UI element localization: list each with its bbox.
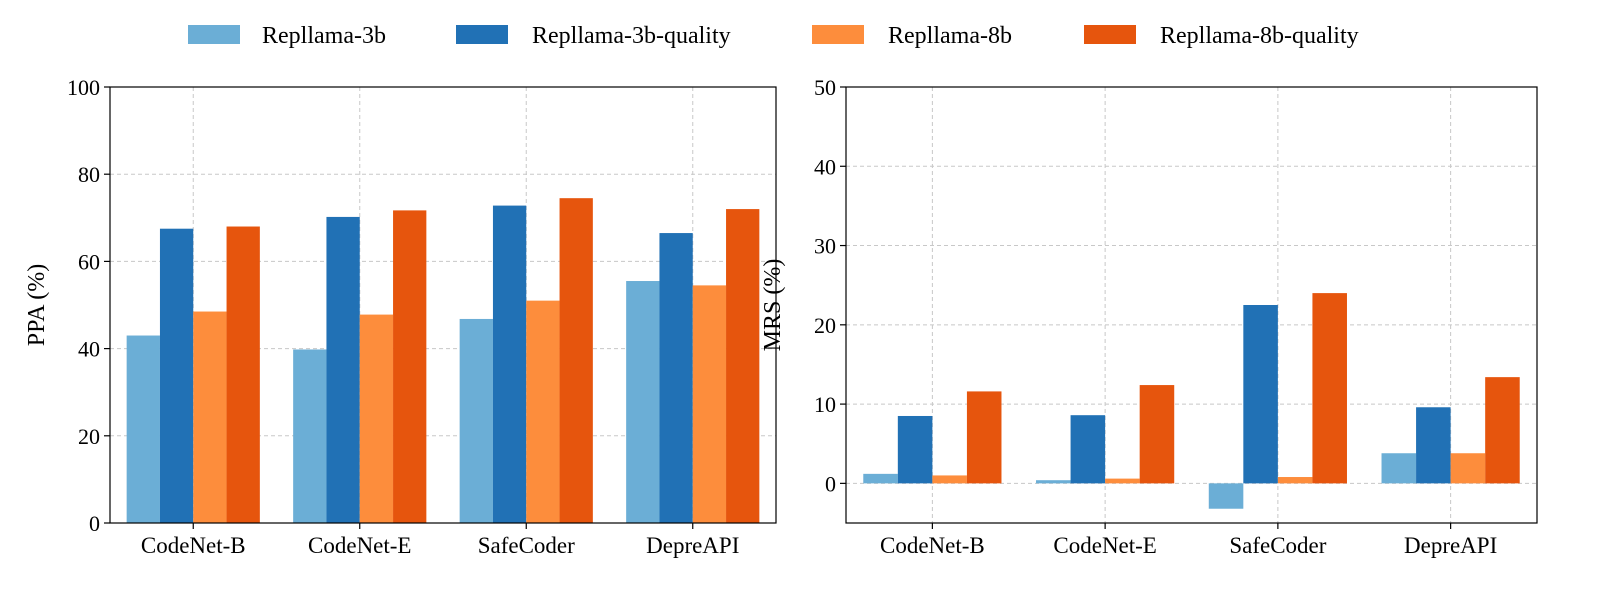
bar [326,216,360,524]
bar [393,210,427,523]
x-tick-label: CodeNet-E [308,533,411,558]
x-tick-label: CodeNet-B [880,533,985,558]
y-tick-label: 50 [814,75,836,100]
bar [1243,305,1278,484]
y-axis-title: PPA (%) [24,264,50,346]
x-tick-label: DepreAPI [646,533,739,558]
legend-label: Repllama-3b-quality [532,23,731,49]
legend-swatch [188,25,240,44]
bar [1036,480,1071,484]
bar [1105,478,1140,484]
bar [626,281,660,523]
bar [459,318,493,523]
bar [1416,407,1451,484]
bar [126,335,160,523]
bar [492,205,527,524]
bar [1277,477,1313,484]
x-tick-label: DepreAPI [1404,533,1497,558]
y-tick-label: 10 [814,392,836,417]
y-tick-label: 0 [89,511,100,536]
bar [863,473,898,484]
bar [526,300,560,523]
x-tick-label: CodeNet-B [141,533,246,558]
legend-swatch [1084,25,1136,44]
bar [659,233,693,523]
legend-item: Repllama-3b [188,23,386,49]
bar [293,349,327,523]
bar [226,226,260,523]
bar [1485,377,1520,484]
legend: Repllama-3b Repllama-3b-quality Repllama-8… [188,23,1359,49]
chart-panel-ppa: 0 20 40 60 80 100 CodeNet-B CodeNet-E SafeCoder D… [24,75,777,558]
bar [193,311,227,523]
bar [1312,293,1347,484]
bar [726,209,760,523]
legend-swatch [812,25,864,44]
y-tick-label: 60 [78,249,100,274]
y-tick-label: 20 [814,313,836,338]
y-tick-label: 20 [78,424,100,449]
y-tick-label: 0 [825,471,836,496]
chart-panel-mrs: 0 10 20 30 40 50 CodeNet-B CodeNet-E SafeCoder De… [760,75,1538,558]
x-tick-label: CodeNet-E [1053,533,1156,558]
bar [559,198,593,523]
y-axis-title: MRS (%) [760,259,786,352]
x-tick-label: SafeCoder [1229,533,1326,558]
bar [1381,453,1417,484]
y-tick-label: 40 [814,154,836,179]
legend-item: Repllama-8b-quality [1084,23,1359,49]
bar [1450,453,1486,484]
bar [1208,483,1244,509]
y-tick-label: 100 [67,75,100,100]
bar [692,285,727,523]
plot-frame [845,86,1538,524]
legend-label: Repllama-8b-quality [1160,23,1359,49]
bar [932,475,967,484]
legend-label: Repllama-8b [888,23,1012,49]
bar [1070,415,1106,484]
bar [897,415,933,484]
bar [966,391,1002,484]
y-tick-label: 80 [78,162,100,187]
legend-swatch [456,25,508,44]
bar [1139,385,1175,484]
legend-item: Repllama-3b-quality [456,23,731,49]
legend-item: Repllama-8b [812,23,1012,49]
bar [359,314,394,523]
legend-label: Repllama-3b [262,23,386,49]
bar [159,228,194,523]
y-tick-label: 30 [814,234,836,259]
y-tick-label: 40 [78,337,100,362]
plot-frame [109,86,777,524]
x-tick-label: SafeCoder [478,533,575,558]
